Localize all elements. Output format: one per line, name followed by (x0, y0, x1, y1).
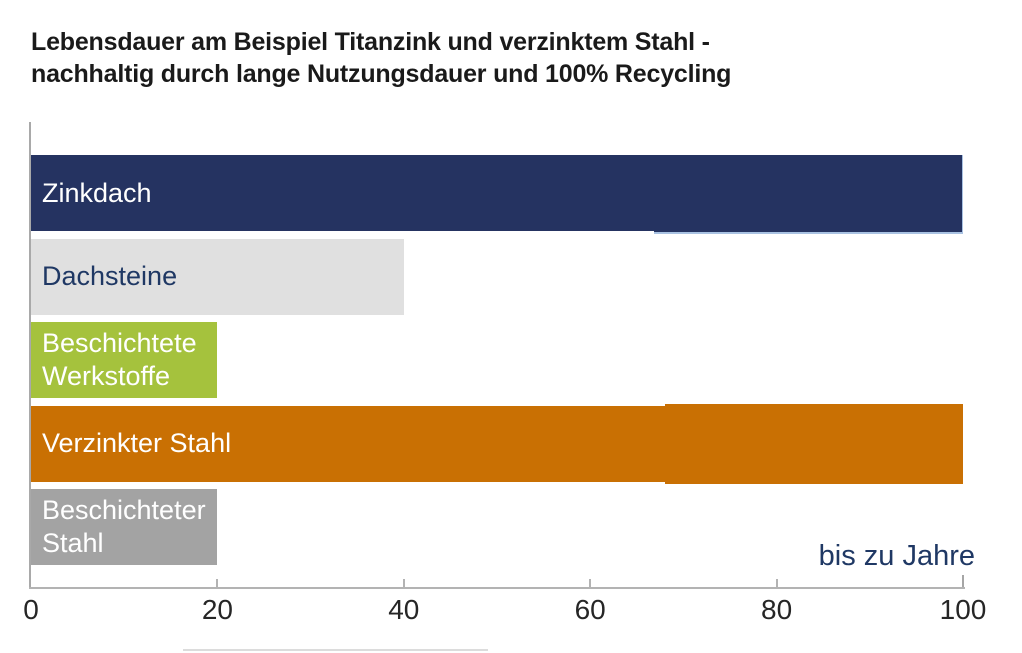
x-axis-tick-label: 60 (574, 594, 606, 625)
bar-label: Zinkdach (42, 177, 152, 208)
x-axis-tick-mark (962, 575, 964, 587)
y-axis-line (29, 122, 31, 588)
x-axis-tick-mark (402, 579, 405, 587)
x-axis-tick-label: 100 (939, 594, 987, 625)
x-axis-tick-mark (775, 579, 778, 587)
x-axis-line (29, 587, 965, 589)
x-axis-tick-mark (216, 579, 219, 587)
bar-row: Dachsteine (31, 238, 963, 315)
x-axis-tick-label: 20 (201, 594, 233, 625)
scan-artifact-line (183, 649, 488, 651)
bar-row: Zinkdach (31, 155, 963, 234)
bar-label: Dachsteine (42, 261, 178, 291)
chart-title: Lebensdauer am Beispiel Titanzink und ve… (31, 26, 731, 90)
chart-title-line2: nachhaltig durch lange Nutzungsdauer und… (31, 60, 732, 88)
bar-row: Verzinkter Stahl (31, 403, 963, 484)
bar: Dachsteine (31, 238, 404, 315)
x-axis-tick-label: 0 (23, 594, 39, 625)
bar-label: Beschichtete Werkstoffe (42, 328, 197, 391)
x-axis-tick-mark (589, 579, 592, 587)
bar: Beschichteter Stahl (31, 489, 218, 565)
bar-row: Beschichteter Stahl (31, 489, 963, 565)
bar-label: Verzinkter Stahl (42, 428, 232, 458)
x-axis-tick-label: 40 (388, 594, 420, 625)
bar-label: Beschichteter Stahl (42, 495, 206, 558)
bar: Verzinkter Stahl (31, 403, 963, 484)
chart-title-line1: Lebensdauer am Beispiel Titanzink und ve… (31, 28, 710, 56)
bar-row: Beschichtete Werkstoffe (31, 322, 963, 398)
bars-container: Zinkdach Dachsteine Beschichtete Werkstoff… (31, 155, 963, 573)
bar: Beschichtete Werkstoffe (31, 322, 218, 398)
bar: Zinkdach (31, 155, 963, 234)
x-axis-tick-label: 80 (761, 594, 793, 625)
axis-unit-label: bis zu Jahre (818, 540, 975, 572)
